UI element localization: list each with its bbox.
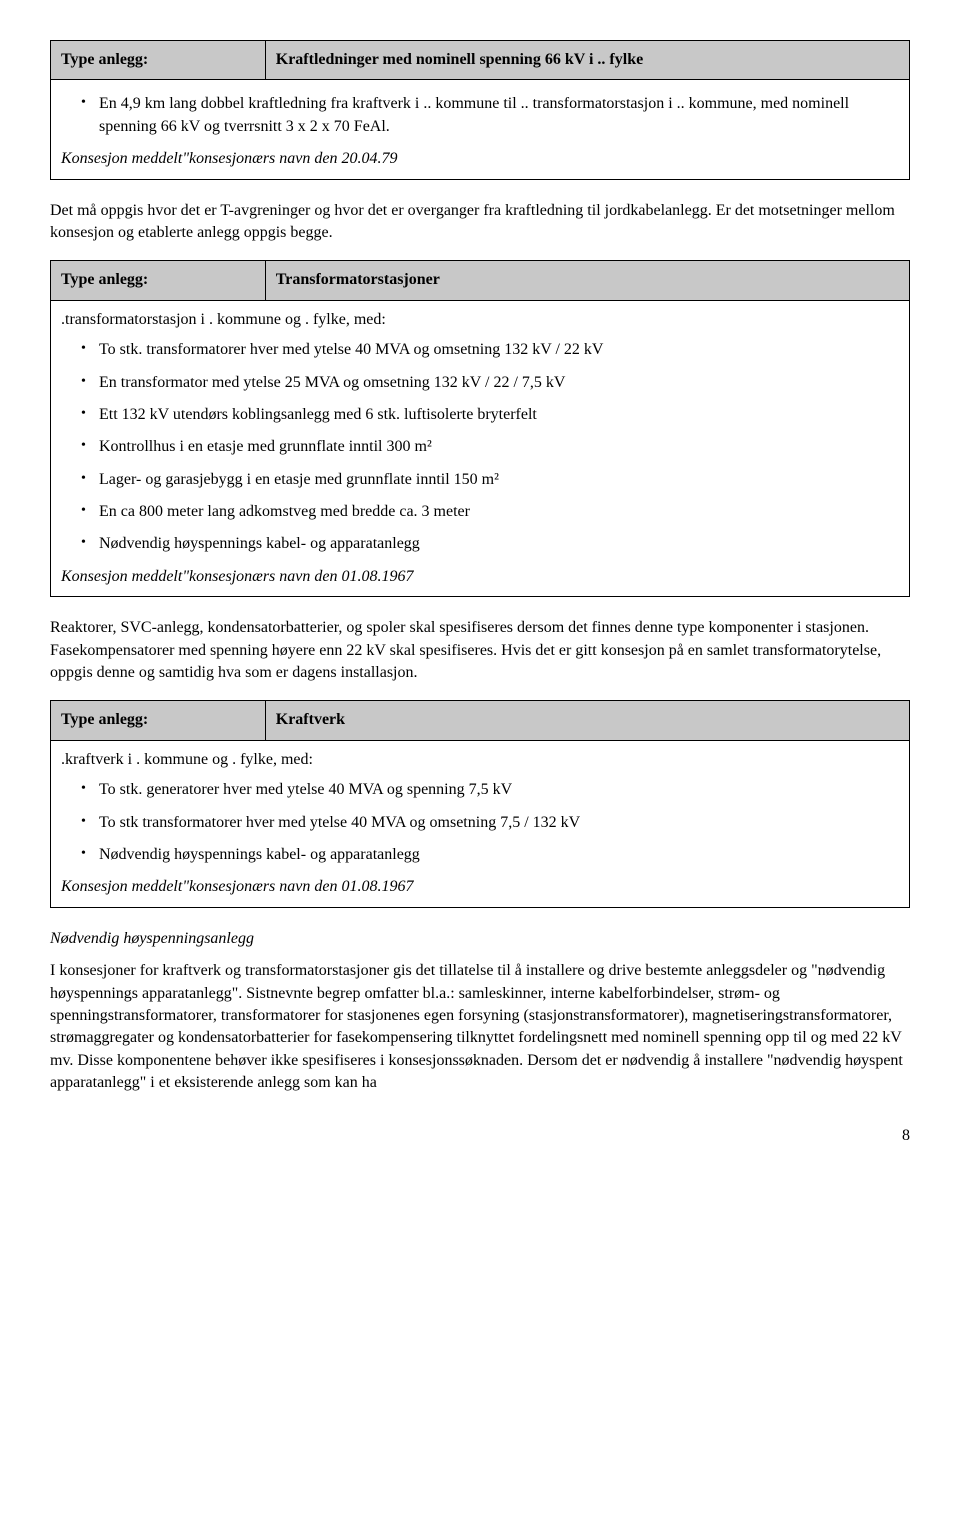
paragraph-3: I konsesjoner for kraftverk og transform… (50, 960, 910, 1094)
table1-konsesjon: Konsesjon meddelt"konsesjonærs navn den … (61, 148, 899, 170)
table2-bullets: To stk. transformatorer hver med ytelse … (61, 339, 899, 556)
table2-intro: .transformatorstasjon i . kommune og . f… (61, 309, 899, 331)
table-transformatorstasjoner: Type anlegg: Transformatorstasjoner .tra… (50, 260, 910, 597)
table2-bullet-item: Ett 132 kV utendørs koblingsanlegg med 6… (81, 404, 899, 426)
table2-bullet-item: En transformator med ytelse 25 MVA og om… (81, 372, 899, 394)
table-kraftledninger: Type anlegg: Kraftledninger med nominell… (50, 40, 910, 180)
page-number: 8 (50, 1125, 910, 1147)
table3-konsesjon: Konsesjon meddelt"konsesjonærs navn den … (61, 876, 899, 898)
table2-bullet-item: Lager- og garasjebygg i en etasje med gr… (81, 469, 899, 491)
table3-bullets: To stk. generatorer hver med ytelse 40 M… (61, 779, 899, 866)
type-value-cell: Kraftverk (265, 701, 909, 740)
table2-bullet-item: To stk. transformatorer hver med ytelse … (81, 339, 899, 361)
table2-content: .transformatorstasjon i . kommune og . f… (51, 300, 910, 597)
table3-intro: .kraftverk i . kommune og . fylke, med: (61, 749, 899, 771)
type-value-cell: Transformatorstasjoner (265, 261, 909, 300)
table3-bullet-item: Nødvendig høyspennings kabel- og apparat… (81, 844, 899, 866)
table1-bullets: En 4,9 km lang dobbel kraftledning fra k… (61, 93, 899, 138)
table1-bullet-item: En 4,9 km lang dobbel kraftledning fra k… (81, 93, 899, 138)
table-kraftverk: Type anlegg: Kraftverk .kraftverk i . ko… (50, 700, 910, 907)
type-label-cell: Type anlegg: (51, 261, 266, 300)
section-heading: Nødvendig høyspenningsanlegg (50, 928, 910, 950)
table3-bullet-item: To stk transformatorer hver med ytelse 4… (81, 812, 899, 834)
paragraph-2: Reaktorer, SVC-anlegg, kondensatorbatter… (50, 617, 910, 684)
table3-bullet-item: To stk. generatorer hver med ytelse 40 M… (81, 779, 899, 801)
type-value-cell: Kraftledninger med nominell spenning 66 … (265, 41, 909, 80)
type-label-cell: Type anlegg: (51, 701, 266, 740)
type-label-cell: Type anlegg: (51, 41, 266, 80)
paragraph-1: Det må oppgis hvor det er T-avgreninger … (50, 200, 910, 245)
table1-content: En 4,9 km lang dobbel kraftledning fra k… (51, 80, 910, 179)
table3-content: .kraftverk i . kommune og . fylke, med: … (51, 740, 910, 907)
table2-konsesjon: Konsesjon meddelt"konsesjonærs navn den … (61, 566, 899, 588)
table2-bullet-item: Kontrollhus i en etasje med grunnflate i… (81, 436, 899, 458)
table2-bullet-item: En ca 800 meter lang adkomstveg med bred… (81, 501, 899, 523)
table2-bullet-item: Nødvendig høyspennings kabel- og apparat… (81, 533, 899, 555)
